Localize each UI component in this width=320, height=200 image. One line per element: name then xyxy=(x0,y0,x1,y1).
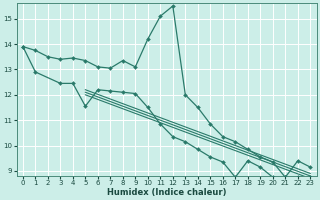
X-axis label: Humidex (Indice chaleur): Humidex (Indice chaleur) xyxy=(107,188,226,197)
